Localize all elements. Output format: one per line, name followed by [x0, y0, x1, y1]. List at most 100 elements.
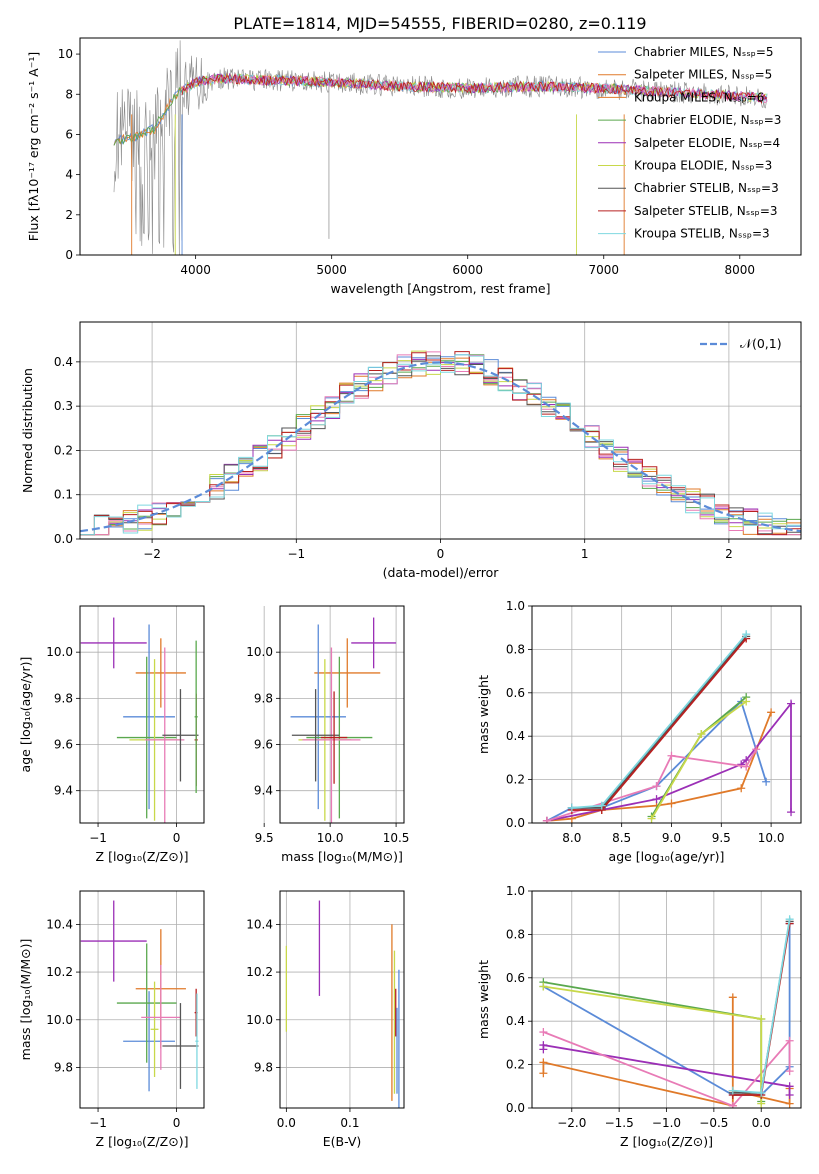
legend-label: Salpeter STELIB, Nₛₛₚ=3 — [634, 204, 778, 218]
spectrum-model-line — [181, 72, 768, 105]
y-tick-label: 9.8 — [254, 691, 273, 705]
mass-weight-series — [542, 745, 761, 823]
y-tick-label: 8 — [65, 87, 73, 101]
y-tick-label: 10 — [58, 47, 73, 61]
axes-frame — [279, 605, 405, 824]
series-line — [543, 981, 763, 1102]
series-marker — [742, 762, 751, 771]
x-tick-label: 10.0 — [758, 831, 785, 845]
y-tick-label: 4 — [65, 168, 73, 182]
axes-spectrum: 4000 5000 6000 7000 8000 0 2 4 6 8 10 wavelength [A… — [26, 37, 802, 296]
legend-label: 𝒩(0,1) — [740, 336, 782, 351]
x-axis-label: mass [log₁₀(M/M⊙)] — [281, 849, 403, 864]
y-tick-label: 0.4 — [506, 729, 525, 743]
x-tick-label: −1 — [89, 1116, 107, 1130]
series-marker — [539, 1069, 548, 1078]
y-tick-label: 10.0 — [246, 645, 273, 659]
series-line — [546, 701, 792, 822]
y-tick-label: 0.6 — [506, 971, 525, 985]
x-tick-label: 4000 — [180, 263, 211, 277]
spectrum-model-line — [181, 72, 768, 103]
errorbar-point — [80, 900, 147, 982]
mass-weight-series — [539, 982, 766, 1108]
legend-label: Salpeter ELODIE, Nₛₛₚ=4 — [634, 136, 780, 150]
y-tick-label: 0.2 — [506, 1058, 525, 1072]
y-tick-label: 10.4 — [246, 917, 273, 931]
x-tick-label: 6000 — [452, 263, 483, 277]
series-marker — [785, 1067, 794, 1076]
errorbar-point — [194, 640, 198, 793]
errorbar-point — [135, 638, 186, 708]
x-tick-label: −2 — [143, 547, 161, 561]
y-tick-label: 0.4 — [54, 355, 73, 369]
plot-area-massweight_vs_age — [542, 630, 796, 823]
y-tick-label: 9.4 — [254, 784, 273, 798]
mass-weight-series — [567, 632, 751, 812]
y-tick-label: 6 — [65, 127, 73, 141]
axes-frame — [531, 605, 802, 824]
y-axis-label: mass [log₁₀(M/M⊙)] — [18, 939, 33, 1061]
x-tick-label: 9.5 — [712, 831, 731, 845]
y-tick-label: 10.2 — [246, 965, 273, 979]
series-marker — [742, 630, 751, 639]
y-tick-label: 0.1 — [54, 488, 73, 502]
series-marker — [737, 784, 746, 793]
legend-label: Kroupa MILES, Nₛₛₚ=6 — [634, 90, 764, 104]
y-tick-label: 0.0 — [506, 1101, 525, 1115]
spectrum-data-line — [113, 40, 768, 255]
series-marker — [697, 730, 706, 739]
y-tick-label: 0 — [65, 248, 73, 262]
errorbar-point — [80, 617, 147, 669]
series-marker — [647, 814, 656, 823]
series-marker — [767, 708, 776, 717]
series-marker — [742, 697, 751, 706]
axes-age_vs_Z: −1 0 9.4 9.6 9.8 10.0 Z [log₁₀(Z/Z⊙)] age [log₁… — [18, 605, 205, 864]
errorbar-point — [162, 689, 199, 782]
residuals-legend: 𝒩(0,1) — [700, 336, 782, 351]
x-tick-label: 0.1 — [340, 1116, 359, 1130]
x-axis-label: E(B-V) — [323, 1134, 362, 1149]
x-tick-label: 5000 — [316, 263, 347, 277]
series-marker — [667, 799, 676, 808]
errorbar-point — [150, 981, 159, 1077]
errorbar-point — [123, 624, 175, 810]
plot-area-massweight_vs_Z — [539, 915, 794, 1108]
series-marker — [652, 782, 661, 791]
axes-residuals: −2 −1 0 1 2 0.0 0.1 0.2 0.3 0.4 (data-model)/error… — [20, 321, 802, 580]
series-marker — [757, 1099, 766, 1108]
series-marker — [787, 699, 796, 708]
axes-age_vs_mass: 9.5 10.0 10.5 9.4 9.6 9.8 10.0 mass [log₁₀(M/M⊙… — [246, 605, 409, 864]
mass-weight-series — [647, 693, 751, 821]
y-axis-label: mass weight — [476, 675, 491, 754]
y-tick-label: 10.0 — [46, 1013, 73, 1027]
legend-label: Chabrier ELODIE, Nₛₛₚ=3 — [634, 113, 781, 127]
x-tick-label: 7000 — [588, 263, 619, 277]
y-tick-label: 9.4 — [54, 784, 73, 798]
x-tick-label: 8000 — [725, 263, 756, 277]
x-axis-label: Z [log₁₀(Z/Z⊙)] — [96, 1134, 189, 1149]
errorbar-point — [141, 964, 181, 1070]
y-tick-label: 10.2 — [46, 965, 73, 979]
y-tick-label: 0.0 — [506, 816, 525, 830]
plot-area-age_vs_mass — [290, 617, 397, 823]
x-axis-label: Z [log₁₀(Z/Z⊙)] — [96, 849, 189, 864]
errorbar-point — [123, 991, 175, 1092]
axes-mass_vs_Z: −1 0 9.8 10.0 10.2 10.4 Z [log₁₀(Z/Z⊙)] mass [l… — [18, 890, 205, 1149]
x-tick-label: 0.0 — [277, 1116, 296, 1130]
y-tick-label: 9.8 — [54, 691, 73, 705]
x-tick-label: 9.0 — [662, 831, 681, 845]
errorbar-point — [145, 647, 185, 823]
y-tick-label: 0.8 — [506, 927, 525, 941]
y-tick-label: 1.0 — [506, 599, 525, 613]
errorbar-point — [195, 993, 199, 1089]
errorbar-point — [290, 624, 346, 810]
series-marker — [539, 1028, 548, 1037]
series-marker — [785, 915, 794, 924]
series-marker — [752, 745, 761, 754]
x-tick-label: 0 — [173, 831, 181, 845]
x-tick-label: 2 — [725, 547, 733, 561]
y-tick-label: 0.2 — [54, 443, 73, 457]
y-tick-label: 2 — [65, 208, 73, 222]
x-tick-label: 0.0 — [752, 1116, 771, 1130]
